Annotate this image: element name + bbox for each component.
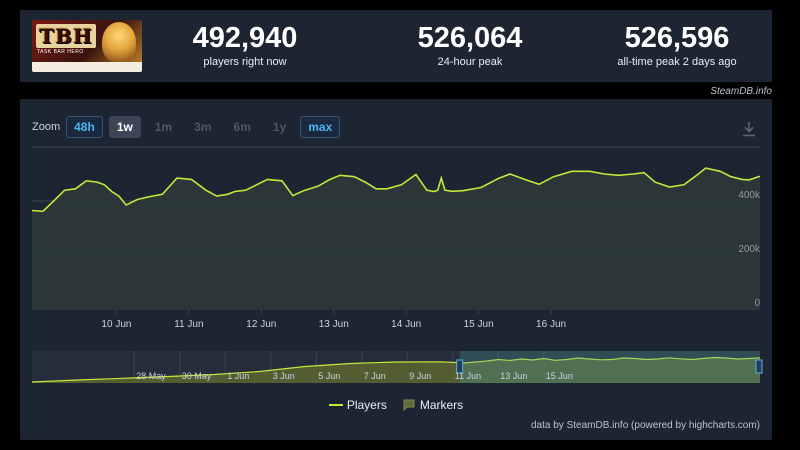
logo-subtitle: TASK BAR HERO bbox=[37, 49, 84, 55]
navigator-handle-right[interactable] bbox=[755, 359, 763, 374]
navigator-selection[interactable] bbox=[459, 351, 760, 383]
stat-value: 492,940 bbox=[192, 22, 298, 54]
x-tick-label: 10 Jun bbox=[101, 319, 131, 330]
stat-label: 24-hour peak bbox=[437, 56, 503, 68]
navigator-x-label: 15 Jun bbox=[546, 371, 573, 381]
stat-all-time-peak: 526,596 all-time peak 2 days ago bbox=[577, 22, 777, 68]
navigator-chart[interactable]: 28 May 30 May 1 Jun 3 Jun 5 Jun 7 Jun 9 Jun 11 … bbox=[20, 351, 772, 391]
navigator-x-label: 3 Jun bbox=[273, 371, 295, 381]
legend-players[interactable]: Players bbox=[328, 398, 387, 412]
stat-label: players right now bbox=[203, 56, 287, 68]
stat-current-players: 492,940 players right now bbox=[145, 22, 345, 68]
chart-legend: Players Markers bbox=[20, 398, 772, 412]
navigator-x-label: 5 Jun bbox=[318, 371, 340, 381]
x-tick-label: 13 Jun bbox=[319, 319, 349, 330]
x-tick-label: 16 Jun bbox=[536, 319, 566, 330]
navigator-x-label: 7 Jun bbox=[364, 371, 386, 381]
stats-bar: TBH TASK BAR HERO 492,940 players right … bbox=[20, 10, 772, 82]
chart-panel: Zoom 48h 1w 1m 3m 6m 1y max 0 200k 400k 10… bbox=[20, 99, 772, 440]
highcharts-credit[interactable]: data by SteamDB.info (powered by highcha… bbox=[531, 420, 760, 431]
players-line-swatch bbox=[328, 404, 343, 406]
download-icon[interactable] bbox=[742, 121, 756, 137]
navigator-x-label: 28 May bbox=[136, 371, 166, 381]
zoom-3m-button[interactable]: 3m bbox=[194, 120, 212, 134]
y-tick-label: 0 bbox=[754, 298, 760, 309]
y-axis-ticks: 0 200k 400k bbox=[738, 190, 761, 309]
steamdb-credit[interactable]: SteamDB.info bbox=[710, 86, 772, 97]
navigator-line bbox=[31, 356, 761, 383]
legend-players-label: Players bbox=[346, 398, 387, 412]
stat-value: 526,596 bbox=[624, 22, 730, 54]
zoom-48h-button[interactable]: 48h bbox=[66, 116, 103, 138]
stat-label: all-time peak 2 days ago bbox=[617, 56, 737, 68]
x-tick-label: 14 Jun bbox=[391, 319, 421, 330]
players-line bbox=[31, 167, 761, 213]
hero-art bbox=[102, 22, 136, 62]
navigator-x-label: 9 Jun bbox=[409, 371, 431, 381]
x-tick-label: 11 Jun bbox=[174, 319, 203, 330]
navigator-x-label: 11 Jun bbox=[455, 371, 481, 381]
zoom-1w-button[interactable]: 1w bbox=[108, 116, 141, 138]
legend-markers-label: Markers bbox=[419, 398, 464, 412]
y-tick-label: 200k bbox=[738, 244, 761, 255]
zoom-label: Zoom bbox=[32, 121, 61, 133]
logo-title: TBH bbox=[36, 24, 96, 48]
players-area bbox=[32, 168, 760, 309]
navigator-x-label: 13 Jun bbox=[500, 371, 527, 381]
x-tick-label: 12 Jun bbox=[246, 319, 276, 330]
flag-icon bbox=[403, 399, 415, 411]
legend-markers[interactable]: Markers bbox=[403, 398, 463, 412]
logo-strip bbox=[32, 62, 142, 72]
x-tick-label: 15 Jun bbox=[464, 319, 494, 330]
navigator-x-label: 1 Jun bbox=[227, 371, 249, 381]
stat-value: 526,064 bbox=[417, 22, 523, 54]
navigator-x-labels: 28 May 30 May 1 Jun 3 Jun 5 Jun 7 Jun 9 Jun 11 … bbox=[136, 371, 573, 381]
navigator-area bbox=[32, 357, 760, 383]
zoom-6m-button[interactable]: 6m bbox=[233, 120, 251, 134]
zoom-max-button[interactable]: max bbox=[300, 116, 341, 138]
main-chart[interactable]: 0 200k 400k 10 Jun 11 Jun 12 Jun 13 Jun 14 Jun… bbox=[20, 99, 772, 339]
y-tick-label: 400k bbox=[738, 190, 761, 201]
zoom-controls: Zoom 48h 1w 1m 3m 6m 1y max bbox=[32, 115, 346, 139]
stat-24h-peak: 526,064 24-hour peak bbox=[370, 22, 570, 68]
x-axis-ticks: 10 Jun 11 Jun 12 Jun 13 Jun 14 Jun 15 Jun 16 J… bbox=[101, 309, 566, 330]
navigator-x-label: 30 May bbox=[182, 371, 212, 381]
game-logo[interactable]: TBH TASK BAR HERO bbox=[32, 20, 142, 72]
navigator-handle-left[interactable] bbox=[456, 359, 464, 374]
zoom-1m-button[interactable]: 1m bbox=[154, 120, 173, 134]
zoom-1y-button[interactable]: 1y bbox=[272, 120, 287, 134]
